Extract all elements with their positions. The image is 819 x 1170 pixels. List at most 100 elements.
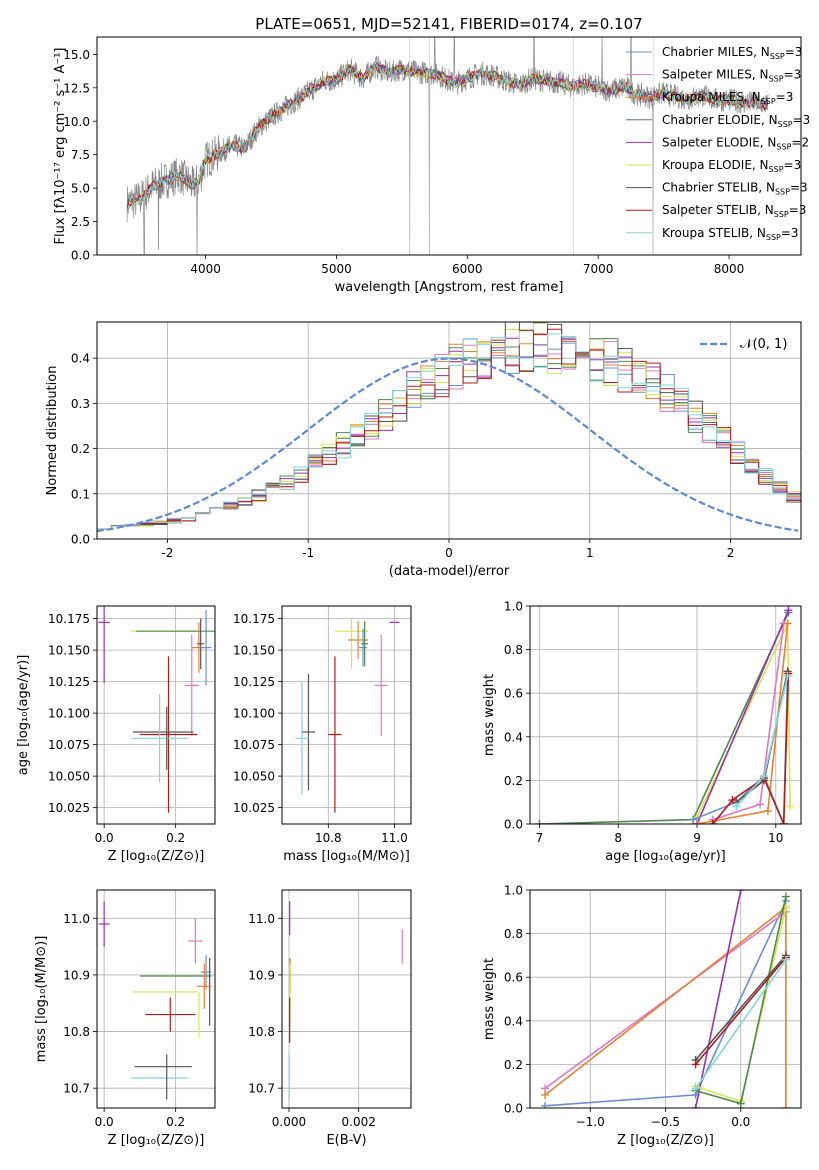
marker-plus	[541, 1090, 550, 1099]
x-tick-label: 0	[445, 546, 453, 560]
marker-plus	[783, 671, 792, 680]
y-tick-label: 0.0	[71, 533, 90, 547]
y-tick-label: 10.9	[248, 968, 275, 982]
error-cross-salpeter_elodie	[98, 901, 110, 947]
x-axis-label: mass [log₁₀(M/M⊙)]	[283, 849, 410, 864]
legend-tail: =3	[785, 45, 803, 59]
series-line-chabrier_elodie	[539, 612, 790, 824]
x-tick-label: -1	[302, 546, 314, 560]
y-tick-label: 10.100	[48, 707, 90, 721]
marker-plus	[708, 820, 717, 824]
y-tick-label: 0.3	[71, 397, 90, 411]
error-cross-salpeter_stelib	[328, 656, 342, 813]
y-tick-label: 12.5	[63, 81, 90, 95]
error-cross-chabrier_stelib	[197, 618, 205, 670]
y-tick-label: 10.100	[233, 707, 275, 721]
y-tick-label: 10.8	[63, 1025, 90, 1039]
x-tick-label: 0.0	[95, 831, 114, 845]
x-tick-label: 1	[586, 546, 594, 560]
error-cross-salpeter_miles	[188, 918, 203, 964]
y-tick-label: 0.2	[504, 774, 523, 788]
error-cross-salpeter_miles	[184, 634, 199, 736]
y-tick-label: 2.5	[71, 215, 90, 229]
series-line-chabrier_stelib	[694, 954, 787, 1061]
x-axis-label: Z [log₁₀(Z/Z⊙)]	[617, 1133, 714, 1148]
error-cross-chabrier_miles	[200, 609, 212, 686]
gaussian-reference-curve	[97, 357, 799, 533]
x-tick-label: 0.0	[95, 1115, 114, 1129]
legend-entry: Salpeter ELODIE, NSSP=2	[662, 135, 809, 151]
legend-tail: =3	[793, 113, 811, 127]
marker-plus	[756, 800, 765, 809]
y-tick-label: 10.150	[233, 644, 275, 658]
x-tick-label: 7000	[583, 262, 614, 276]
x-tick-label: 0.0	[731, 1115, 750, 1129]
legend-entry: Chabrier MILES, NSSP=3	[662, 45, 802, 61]
marker-plus	[759, 772, 768, 781]
legend-text: Salpeter ELODIE, N	[662, 135, 776, 149]
y-axis-label: Flux [fλ10⁻¹⁷ erg cm⁻² s⁻¹ A⁻¹]	[53, 48, 68, 245]
panel-age_vs_mass: 10.8 11.0 10.025 10.050 10.075 10.100 10.125 10…	[233, 605, 412, 864]
y-axis-label: mass weight	[482, 958, 497, 1040]
y-tick-label: 10.175	[48, 612, 90, 626]
legend-entry: Salpeter STELIB, NSSP=3	[662, 203, 806, 219]
legend-sub: SSP	[776, 142, 791, 151]
axes-frame	[96, 321, 802, 540]
y-tick-label: 11.0	[63, 912, 90, 926]
axes-frame	[529, 889, 802, 1109]
axes-frame	[96, 889, 216, 1109]
marker-plus	[783, 619, 792, 628]
y-tick-label: 10.075	[233, 738, 275, 752]
plot-area	[97, 890, 215, 1108]
figure-title: PLATE=0651, MJD=52141, FIBERID=0174, z=0…	[255, 15, 642, 33]
x-tick-label: -2	[161, 546, 173, 560]
legend-sub: SSP	[769, 165, 784, 174]
y-tick-label: 1.0	[504, 600, 523, 614]
plot-area	[282, 890, 411, 1108]
y-tick-label: 0.8	[504, 643, 523, 657]
panel-massweight_vs_Z: −1.0 −0.5 0.0 0.0 0.2 0.4 0.6 0.8 1.0 Z [log₁₀(Z/…	[482, 884, 802, 1148]
plot-area	[97, 322, 801, 539]
series-line-salpeter_miles	[544, 911, 787, 1090]
y-tick-label: 0.0	[71, 249, 90, 263]
x-tick-label: 4000	[190, 262, 221, 276]
y-tick-label: 0.2	[71, 442, 90, 456]
y-axis-label: mass weight	[482, 674, 497, 756]
y-tick-label: 10.025	[48, 801, 90, 815]
x-tick-label: 8	[614, 831, 622, 845]
y-tick-label: 10.125	[48, 675, 90, 689]
plot-area	[282, 606, 411, 824]
legend-text: Kroupa MILES, N	[662, 90, 761, 104]
model-spectrum-chabrier_stelib	[126, 61, 769, 209]
y-tick-label: 1.0	[504, 884, 523, 898]
y-tick-label: 10.025	[233, 801, 275, 815]
y-tick-label: 0.0	[504, 818, 523, 832]
panel-age_vs_Z: 0.0 0.2 10.025 10.050 10.075 10.100 10.125 10.1…	[16, 605, 216, 864]
marker-plus	[781, 892, 790, 901]
legend-sub: SSP	[778, 120, 793, 129]
axes-frame	[281, 889, 412, 1109]
y-tick-label: 10.075	[48, 738, 90, 752]
legend-text: Salpeter MILES, N	[662, 68, 769, 82]
error-cross-kroupa_stelib	[295, 681, 309, 796]
panel-massweight_vs_age: 7 8 9 10 0.0 0.2 0.4 0.6 0.8 1.0 age [log₁₀(age/yr…	[482, 600, 802, 864]
x-tick-label: 8000	[714, 262, 745, 276]
plot-area	[530, 606, 801, 824]
series-line-salpeter_elodie	[696, 610, 790, 824]
marker-plus	[785, 802, 794, 811]
marker-plus	[535, 820, 544, 824]
x-axis-label: (data-model)/error	[389, 564, 510, 579]
panel-residuals: -2 -1 0 1 2 0.0 0.1 0.2 0.3 0.4 (data-model)/error…	[45, 321, 802, 579]
y-tick-label: 0.1	[71, 487, 90, 501]
plot-area	[97, 606, 215, 824]
marker-plus	[781, 955, 790, 964]
marker-plus	[781, 1104, 790, 1108]
y-tick-label: 0.8	[504, 927, 523, 941]
y-tick-label: 10.175	[233, 612, 275, 626]
x-tick-label: 7	[536, 831, 544, 845]
error-cross-kroupa_stelib	[130, 694, 189, 783]
error-cross-salpeter_stelib	[145, 997, 196, 1032]
marker-plus	[691, 1084, 700, 1093]
plot-area	[126, 37, 769, 255]
y-tick-label: 10.9	[63, 968, 90, 982]
